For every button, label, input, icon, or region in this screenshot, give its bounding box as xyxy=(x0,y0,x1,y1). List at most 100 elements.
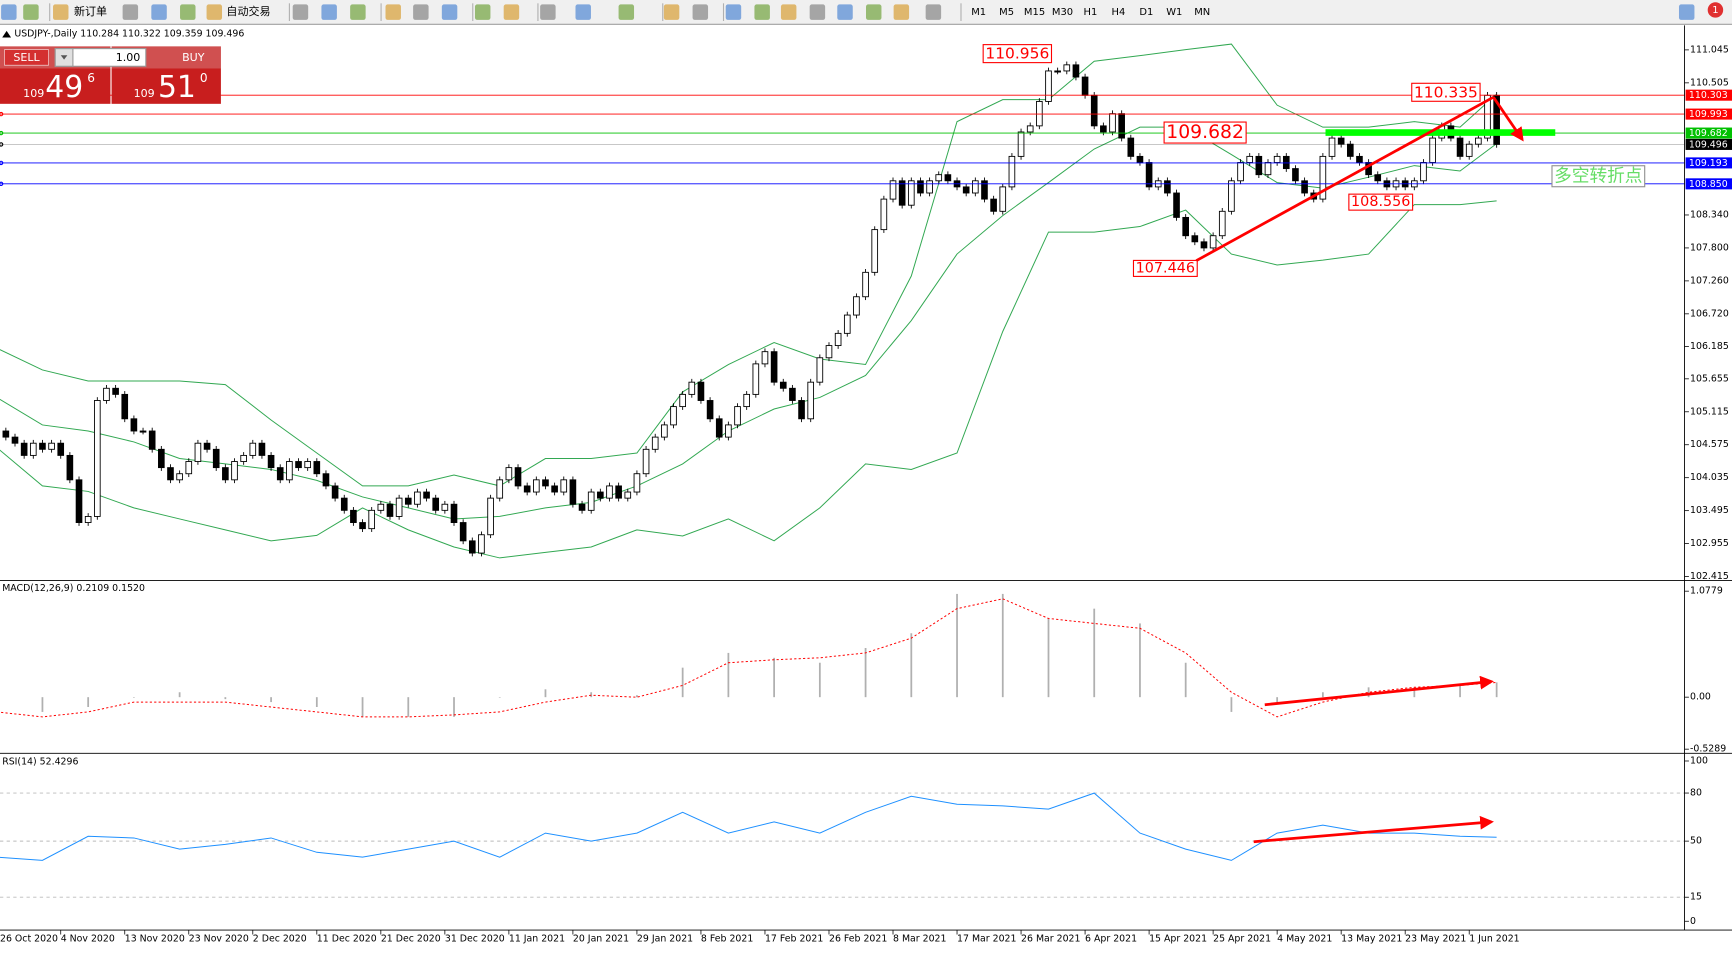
candle xyxy=(313,461,321,475)
trend-arrow xyxy=(1492,96,1524,142)
candle xyxy=(779,381,787,389)
candle xyxy=(450,503,458,523)
buy-price-big-figure: 109 xyxy=(134,87,155,100)
candle xyxy=(158,448,165,469)
toolbar-icon[interactable] xyxy=(23,4,39,20)
candle xyxy=(304,461,311,469)
candle xyxy=(926,180,933,194)
sell-label-box xyxy=(4,49,49,66)
timeframe-button[interactable]: M1 xyxy=(971,7,986,18)
x-tick-label: 31 Dec 2020 xyxy=(445,933,505,944)
toolbar-icon[interactable] xyxy=(866,4,882,20)
candle xyxy=(414,491,421,505)
toolbar-icon[interactable] xyxy=(837,4,853,20)
candle xyxy=(514,467,522,487)
macd-histogram xyxy=(1413,687,1416,698)
collapse-icon[interactable] xyxy=(2,30,12,38)
toolbar-icon[interactable] xyxy=(725,4,742,20)
toolbar-icon[interactable] xyxy=(809,4,826,20)
macd-histogram xyxy=(1276,697,1279,703)
buy-label[interactable]: BUY xyxy=(182,51,205,64)
toolbar-icon[interactable] xyxy=(503,4,520,20)
toolbar-icon[interactable] xyxy=(350,4,366,20)
candle xyxy=(1045,70,1052,102)
candle xyxy=(651,436,659,450)
toolbar-icon[interactable] xyxy=(441,4,458,20)
toolbar-icon[interactable] xyxy=(663,4,680,20)
candle xyxy=(167,467,174,481)
timeframe-button[interactable]: W1 xyxy=(1166,7,1182,18)
plots: 111.045 110.505 108.340 107.800 107.260 106.7… xyxy=(0,29,1732,944)
macd-histogram xyxy=(87,697,90,707)
candle xyxy=(1017,131,1025,157)
macd-histogram xyxy=(1230,697,1233,712)
badge[interactable] xyxy=(1707,2,1724,18)
new-order[interactable]: 新订单 xyxy=(74,4,107,18)
chart-panel: 100 80 50 15 0 RSI(14) 52.4296 26 Oct 2020 4 No… xyxy=(0,755,1708,944)
y-tick-label: 0.00 xyxy=(1690,692,1711,703)
candle xyxy=(770,351,778,383)
toolbar-icon[interactable] xyxy=(754,4,770,20)
level-anchor xyxy=(0,181,4,187)
candle xyxy=(898,180,906,206)
toolbar-icon[interactable] xyxy=(1,4,17,20)
timeframe-button[interactable]: D1 xyxy=(1139,7,1153,18)
sell-label[interactable]: SELL xyxy=(13,51,40,64)
timeframe-button[interactable]: M30 xyxy=(1052,7,1073,18)
candle xyxy=(267,454,275,469)
level-anchor xyxy=(0,142,4,147)
timeframe-button[interactable]: H4 xyxy=(1112,7,1126,18)
candle xyxy=(834,332,842,347)
toolbar-icon[interactable] xyxy=(893,4,910,20)
rsi-trend-arrow xyxy=(1253,815,1494,844)
candle xyxy=(1164,180,1171,194)
candle xyxy=(1145,162,1153,188)
candle xyxy=(1109,113,1116,133)
toolbar-icon[interactable] xyxy=(151,4,167,20)
macd-histogram xyxy=(1184,662,1187,698)
toolbar-icon[interactable] xyxy=(180,4,196,20)
candle xyxy=(1255,155,1263,176)
x-tick-label: 23 May 2021 xyxy=(1405,933,1466,944)
timeframe-button[interactable]: M5 xyxy=(999,7,1014,18)
candle xyxy=(972,180,979,194)
candle xyxy=(478,534,485,554)
macd-histogram xyxy=(773,657,775,698)
toolbar-icon[interactable] xyxy=(618,4,635,20)
toolbar-icon[interactable] xyxy=(474,4,491,20)
candle xyxy=(569,479,577,505)
candle xyxy=(148,430,156,450)
timeframe-button[interactable]: M15 xyxy=(1024,7,1045,18)
toolbar-icon[interactable] xyxy=(780,4,797,20)
toolbar-icon[interactable] xyxy=(1678,4,1695,20)
toolbar-icon[interactable] xyxy=(53,4,69,20)
toolbar-icon[interactable] xyxy=(206,4,223,20)
y-tick-label: 111.045 xyxy=(1690,44,1729,55)
timeframe-button[interactable]: H1 xyxy=(1084,7,1098,18)
price-level-box xyxy=(1685,138,1732,150)
toolbar-icon[interactable] xyxy=(540,4,556,20)
toolbar-icon[interactable] xyxy=(413,4,429,20)
candle xyxy=(185,461,193,475)
y-tick-label: 110.505 xyxy=(1690,77,1729,88)
y-tick-label: 102.955 xyxy=(1690,538,1729,549)
y-tick-label: 104.035 xyxy=(1690,472,1729,483)
toolbar-icon[interactable] xyxy=(692,4,709,20)
toolbar-icon[interactable] xyxy=(321,4,337,20)
level-anchor xyxy=(0,111,4,117)
level-anchor xyxy=(0,160,4,166)
toolbar-icon[interactable] xyxy=(122,4,139,20)
macd-histogram xyxy=(178,692,181,698)
toolbar-icon[interactable] xyxy=(385,4,401,20)
auto-trading[interactable]: 自动交易 xyxy=(226,4,270,18)
buy-price-pips: 51 xyxy=(158,70,196,105)
timeframe-button[interactable]: MN xyxy=(1194,7,1210,18)
toolbar-icon[interactable] xyxy=(575,4,591,20)
toolbar-icon[interactable] xyxy=(925,4,942,20)
macd-histogram xyxy=(270,697,272,703)
candle xyxy=(917,180,924,194)
candle xyxy=(825,345,833,359)
candle xyxy=(359,522,366,530)
toolbar-icon[interactable] xyxy=(292,4,309,20)
